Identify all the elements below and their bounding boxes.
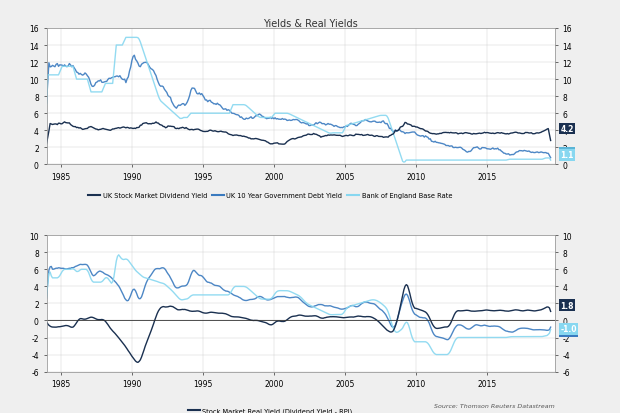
Text: 1.3: 1.3	[560, 150, 574, 158]
Text: Source: Thomson Reuters Datastream: Source: Thomson Reuters Datastream	[434, 403, 555, 408]
Text: 1.1: 1.1	[560, 151, 574, 160]
Text: Yields & Real Yields: Yields & Real Yields	[263, 19, 357, 28]
Text: -1.0: -1.0	[560, 325, 577, 334]
Text: 1.8: 1.8	[560, 301, 574, 310]
Text: 4.2: 4.2	[560, 125, 574, 134]
Legend: UK Stock Market Dividend Yield, UK 10 Year Government Debt Yield, Bank of Englan: UK Stock Market Dividend Yield, UK 10 Ye…	[86, 190, 455, 201]
Legend: Stock Market Real Yield (Dividend Yield - RPI), Real Bond Yield (10 Yr Gvmt Debt: Stock Market Real Yield (Dividend Yield …	[185, 405, 355, 413]
Text: -1.2: -1.2	[560, 326, 577, 335]
